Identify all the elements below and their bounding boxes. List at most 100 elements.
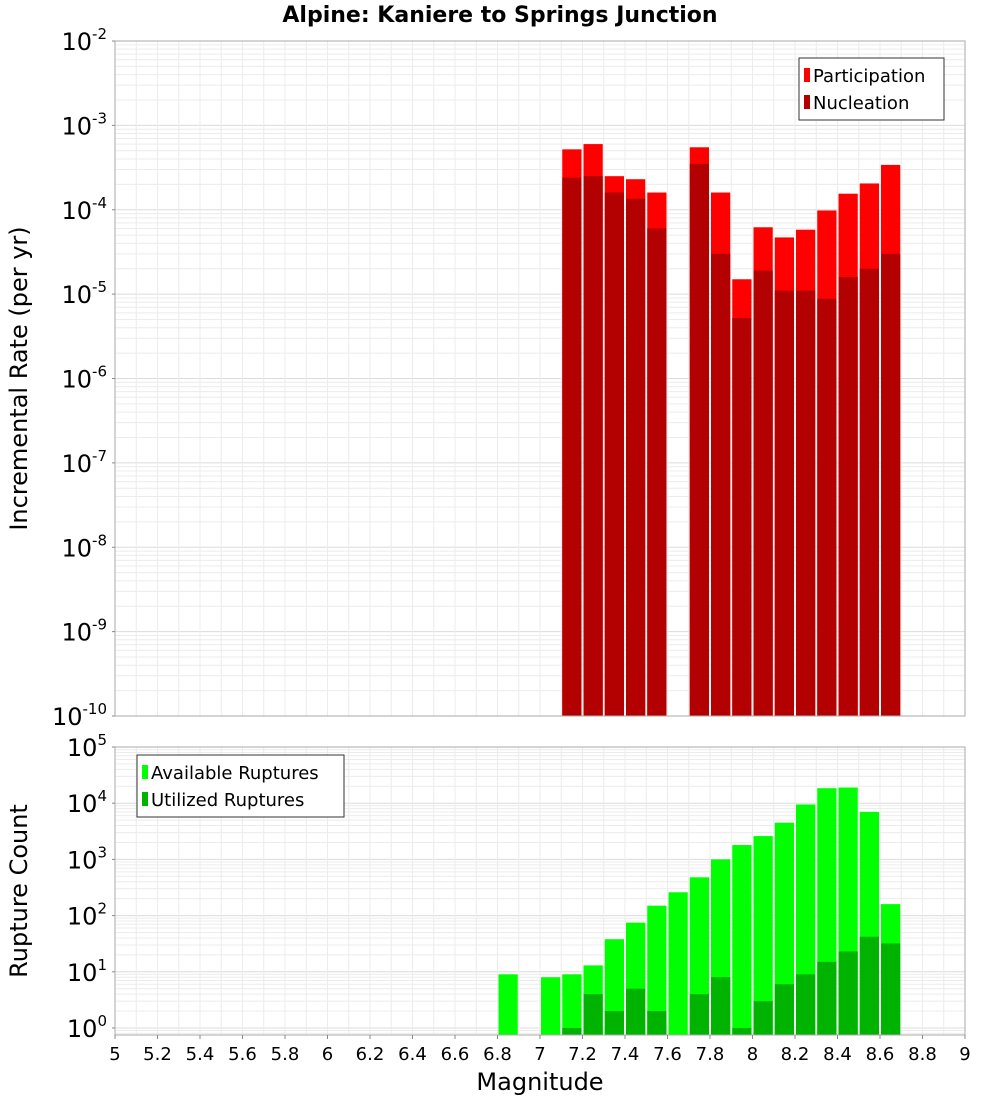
y-tick-label: 10-8 xyxy=(61,531,107,562)
bar-utilized-ruptures xyxy=(796,974,816,1035)
bar-utilized-ruptures xyxy=(626,988,646,1035)
y-tick-exponent: -10 xyxy=(83,700,108,718)
y-tick-label: 103 xyxy=(67,843,107,874)
bar-utilized-ruptures xyxy=(774,984,794,1035)
legend-box xyxy=(798,57,945,121)
y-axis-title: Incremental Rate (per yr) xyxy=(5,226,33,530)
bar-available-ruptures xyxy=(732,845,752,1035)
bar-nucleation xyxy=(732,318,752,716)
bar-nucleation xyxy=(774,290,794,716)
y-tick-label: 105 xyxy=(67,731,107,762)
x-tick-label: 7.6 xyxy=(653,1044,682,1065)
y-tick-label: 104 xyxy=(67,787,107,818)
x-tick-label: 9 xyxy=(959,1044,970,1065)
y-tick-label: 10-3 xyxy=(61,109,107,140)
bar-utilized-ruptures xyxy=(583,994,603,1035)
y-tick-exponent: 1 xyxy=(97,956,107,974)
x-tick-label: 7.8 xyxy=(696,1044,725,1065)
y-tick-label: 10-4 xyxy=(61,194,107,225)
x-tick-label: 5.2 xyxy=(143,1044,172,1065)
grid xyxy=(114,41,966,717)
y-tick-label: 102 xyxy=(67,900,107,931)
y-tick-label: 10-10 xyxy=(52,700,107,731)
bar-available-ruptures xyxy=(647,905,667,1035)
y-tick-base: 10 xyxy=(61,281,92,309)
y-tick-exponent: 2 xyxy=(97,900,107,918)
x-tick-label: 7.4 xyxy=(611,1044,640,1065)
x-tick-label: 7 xyxy=(534,1044,545,1065)
x-tick-label: 5 xyxy=(109,1044,120,1065)
bar-nucleation xyxy=(859,268,879,716)
y-tick-exponent: 0 xyxy=(97,1012,107,1030)
y-tick-label: 10-9 xyxy=(61,616,107,647)
y-tick-base: 10 xyxy=(67,1015,98,1043)
y-tick-base: 10 xyxy=(67,734,98,762)
chart-title: Alpine: Kaniere to Springs Junction xyxy=(282,3,717,28)
x-tick-label: 6.2 xyxy=(356,1044,385,1065)
y-tick-base: 10 xyxy=(61,197,92,225)
y-tick-exponent: -6 xyxy=(92,363,107,381)
legend: Available Ruptures Utilized Ruptures xyxy=(136,754,345,818)
bar-utilized-ruptures xyxy=(562,1027,582,1035)
bar-available-ruptures xyxy=(498,974,518,1035)
bars xyxy=(498,787,901,1035)
chart-panel-1: 10-210-310-410-510-610-710-810-910-10Inc… xyxy=(5,3,966,731)
bar-utilized-ruptures xyxy=(689,994,709,1035)
legend-swatch xyxy=(804,95,810,109)
y-tick-exponent: -8 xyxy=(92,531,107,549)
y-tick-label: 100 xyxy=(67,1012,107,1043)
bar-utilized-ruptures xyxy=(881,943,901,1035)
bar-nucleation xyxy=(647,228,667,716)
bar-nucleation xyxy=(583,176,603,716)
y-tick-exponent: -5 xyxy=(92,278,107,296)
bar-utilized-ruptures xyxy=(817,961,837,1035)
y-tick-exponent: -4 xyxy=(92,194,107,212)
bar-available-ruptures xyxy=(753,836,773,1035)
bar-available-ruptures xyxy=(668,892,688,1035)
y-tick-label: 10-2 xyxy=(61,25,107,56)
bar-nucleation xyxy=(881,253,901,716)
x-tick-label: 6 xyxy=(322,1044,333,1065)
x-tick-label: 8.2 xyxy=(781,1044,810,1065)
bar-nucleation xyxy=(711,253,731,716)
y-tick-base: 10 xyxy=(61,619,92,647)
y-tick-base: 10 xyxy=(61,450,92,478)
x-tick-label: 5.4 xyxy=(186,1044,215,1065)
legend-label: Utilized Ruptures xyxy=(151,790,304,811)
bar-available-ruptures xyxy=(774,822,794,1035)
bar-utilized-ruptures xyxy=(838,951,858,1035)
y-tick-base: 10 xyxy=(61,366,92,394)
y-tick-base: 10 xyxy=(67,846,98,874)
x-tick-label: 7.2 xyxy=(568,1044,597,1065)
y-tick-label: 10-5 xyxy=(61,278,107,309)
legend-box xyxy=(136,754,345,818)
bar-available-ruptures xyxy=(562,974,582,1035)
bar-nucleation xyxy=(689,163,709,717)
y-tick-label: 10-7 xyxy=(61,447,107,478)
bar-nucleation xyxy=(817,298,837,716)
bar-nucleation xyxy=(838,276,858,716)
x-axis-title: Magnitude xyxy=(476,1068,603,1096)
y-axis-title: Rupture Count xyxy=(5,804,33,978)
y-tick-base: 10 xyxy=(67,959,98,987)
bar-utilized-ruptures xyxy=(647,1011,667,1035)
y-tick-exponent: 5 xyxy=(97,731,107,749)
y-tick-base: 10 xyxy=(52,703,83,731)
x-tick-label: 8 xyxy=(747,1044,758,1065)
y-tick-base: 10 xyxy=(67,790,98,818)
bar-nucleation xyxy=(604,192,624,717)
legend-swatch xyxy=(804,68,810,82)
legend-swatch xyxy=(142,792,148,806)
legend-label: Participation xyxy=(813,66,925,87)
x-tick-label: 6.4 xyxy=(398,1044,427,1065)
y-tick-base: 10 xyxy=(61,28,92,56)
y-tick-exponent: -3 xyxy=(92,109,107,127)
bar-available-ruptures xyxy=(541,977,561,1035)
x-tick-label: 6.6 xyxy=(441,1044,470,1065)
bar-nucleation xyxy=(753,270,773,716)
bar-nucleation xyxy=(796,290,816,716)
y-tick-exponent: 4 xyxy=(97,787,107,805)
bar-nucleation xyxy=(562,177,582,716)
y-tick-base: 10 xyxy=(61,534,92,562)
